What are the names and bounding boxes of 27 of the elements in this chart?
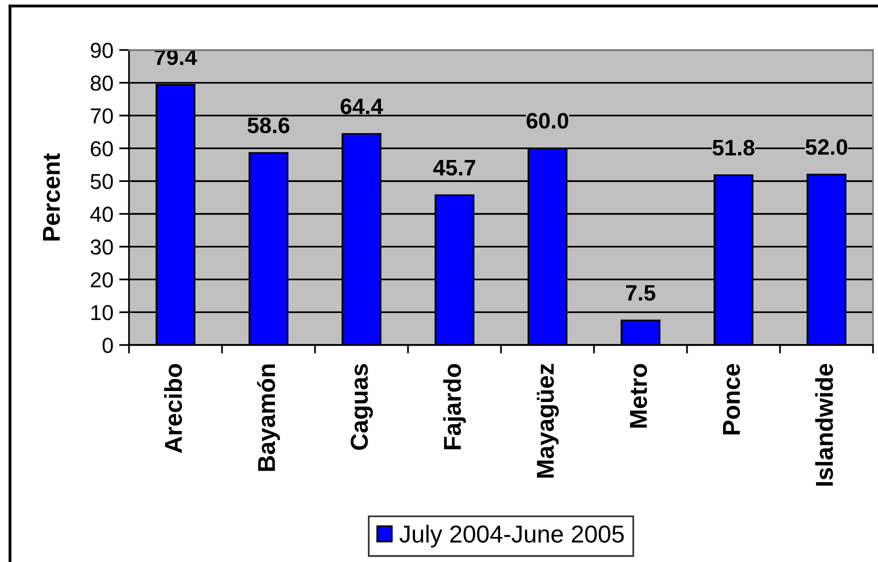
data-label: 64.4 (340, 98, 384, 114)
y-tick-label: 50 (90, 174, 113, 190)
y-tick-label: 0 (102, 338, 113, 354)
y-tick-label: 40 (90, 206, 113, 222)
y-axis-title: Percent (43, 153, 60, 240)
y-tick-label: 30 (90, 239, 113, 255)
data-label: 52.0 (806, 139, 848, 155)
x-tick-label: Fajardo (443, 364, 466, 450)
x-tick-label: Arecibo (164, 364, 182, 453)
data-label: 58.6 (248, 118, 290, 134)
y-tick-label: 60 (90, 141, 113, 156)
data-label: 7.5 (626, 285, 656, 301)
x-tick-label: Metro (630, 364, 648, 428)
y-tick-label: 90 (90, 42, 113, 58)
data-label: 51.8 (712, 140, 754, 156)
y-tick-label: 10 (91, 304, 113, 320)
y-tick-label: 20 (90, 272, 113, 288)
data-label: 60.0 (526, 112, 568, 129)
x-tick-label: Bayamón (257, 364, 280, 471)
x-tick-label: Mayagüez (536, 364, 559, 478)
x-tick-label: Caguas (350, 364, 373, 450)
y-tick-label: 70 (90, 108, 113, 124)
data-label: 45.7 (433, 160, 476, 176)
legend-label: July 2004-June 2005 (399, 524, 624, 548)
y-tick-label: 80 (90, 76, 113, 91)
x-tick-label: Islandwide (815, 364, 834, 486)
x-tick-label: Ponce (723, 364, 740, 434)
